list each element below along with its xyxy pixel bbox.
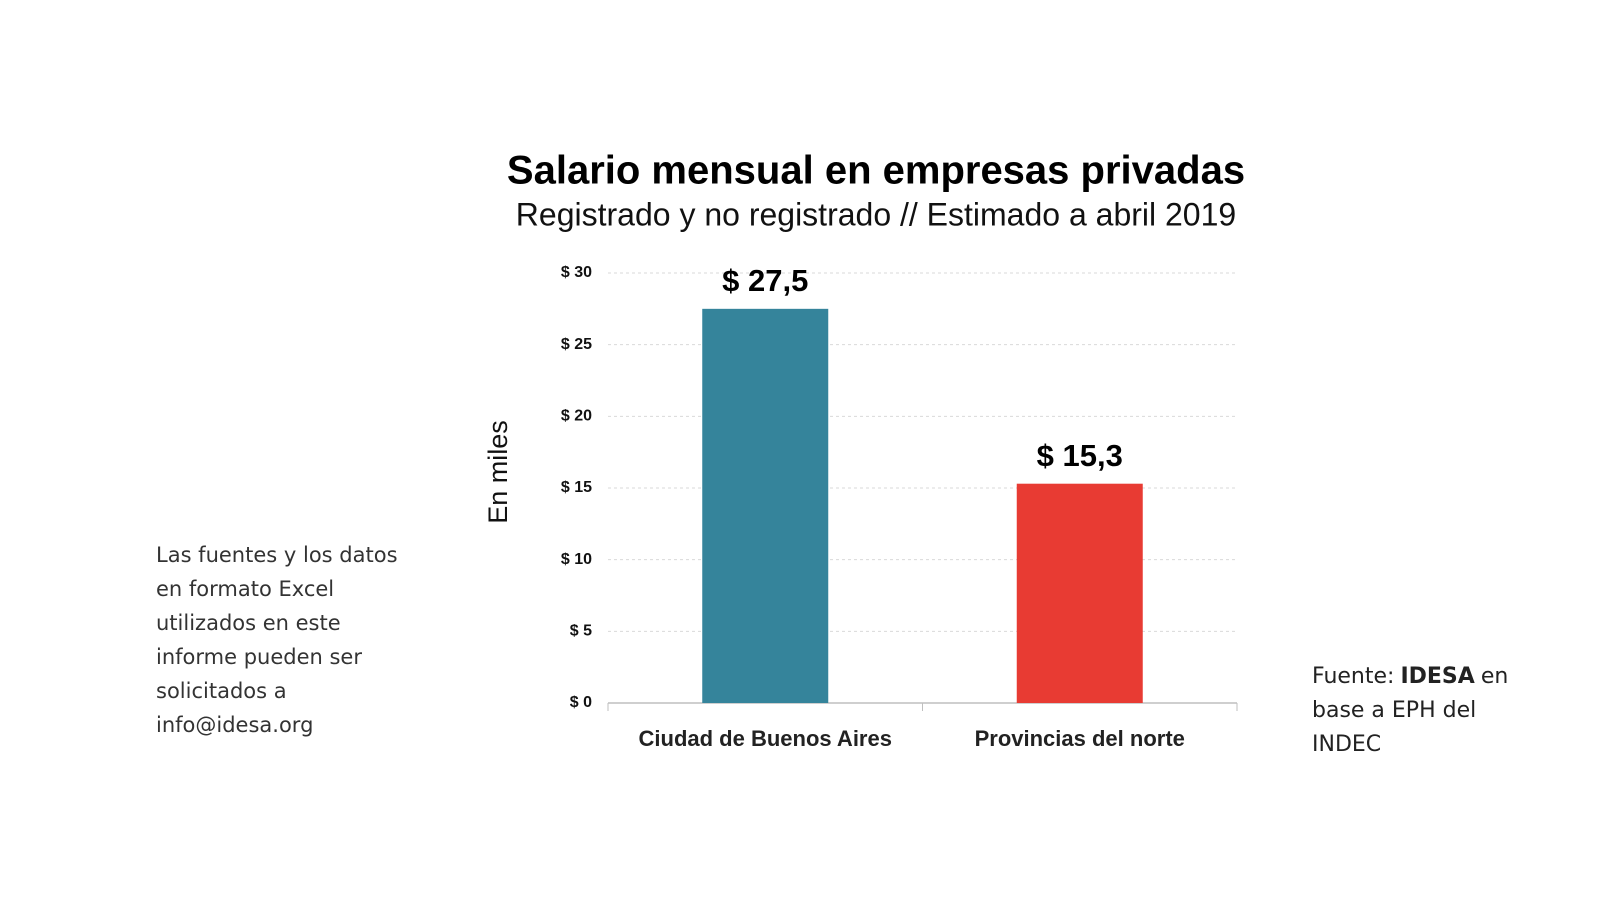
data-label: $ 15,3 (1037, 438, 1123, 473)
y-tick-label: $ 30 (561, 264, 592, 281)
y-tick-label: $ 25 (561, 336, 592, 353)
source-label: Fuente: (1312, 664, 1395, 689)
bar (1016, 483, 1143, 703)
data-label: $ 27,5 (722, 263, 808, 298)
y-tick-label: $ 20 (561, 408, 592, 425)
y-tick-label: $ 10 (561, 551, 592, 568)
y-tick-label: $ 5 (570, 623, 592, 640)
y-tick-label: $ 0 (570, 694, 592, 711)
chart-subtitle: Registrado y no registrado // Estimado a… (516, 196, 1236, 232)
chart-title: Salario mensual en empresas privadas (507, 149, 1245, 193)
source-text: en base a EPH del INDEC (1312, 664, 1509, 757)
x-tick-label: Provincias del norte (975, 726, 1185, 751)
bar (702, 308, 829, 703)
source-org: IDESA (1400, 664, 1475, 689)
y-tick-label: $ 15 (561, 479, 592, 496)
x-tick-label: Ciudad de Buenos Aires (639, 726, 892, 751)
source: Fuente: IDESA en base a EPH del INDEC (1312, 660, 1542, 762)
note: Las fuentes y los datos en formato Excel… (156, 543, 398, 737)
y-axis-label: En miles (483, 420, 513, 524)
